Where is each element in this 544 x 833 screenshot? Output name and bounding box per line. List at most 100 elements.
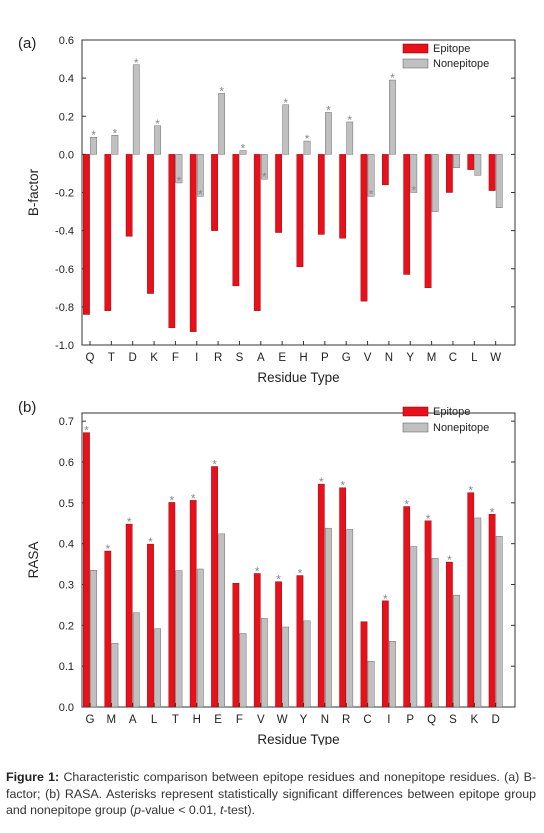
chart-panel-b: 0.0 0.1 0.2 0.3 0.4 0.5 0.6 0.7 G * M * A * L * T * H * E * F V… [18, 399, 516, 745]
significance-star: * [283, 96, 288, 110]
significance-star: * [105, 542, 110, 556]
bar-epitope-D [125, 154, 133, 237]
bar-epitope-K [467, 492, 475, 708]
bar-epitope-Q [424, 520, 432, 708]
significance-star: * [198, 187, 203, 201]
x-tick-label: I [195, 352, 198, 364]
x-tick-label: V [257, 714, 265, 726]
bar-epitope-T [104, 154, 112, 311]
x-tick-label: L [151, 714, 158, 726]
significance-star: * [490, 505, 495, 519]
bar-epitope-L [467, 154, 475, 170]
y-tick-label: -0.4 [55, 226, 74, 238]
bar-nonepitope-Y [410, 154, 418, 193]
bar-epitope-R [211, 154, 218, 231]
legend-swatch-epitope [402, 406, 429, 417]
bar-nonepitope-V [367, 154, 375, 197]
bar-nonepitope-I [196, 154, 204, 197]
bar-nonepitope-P [325, 112, 332, 155]
bar-nonepitope-R [218, 93, 226, 155]
bar-epitope-Y [296, 575, 304, 708]
caption-label: Figure 1: [6, 770, 60, 785]
bar-epitope-K [147, 154, 154, 294]
x-tick-label: N [321, 714, 329, 726]
x-tick-label: C [449, 352, 457, 364]
bar-epitope-I [382, 600, 389, 708]
y-tick-label: -1.0 [55, 340, 74, 352]
bar-nonepitope-R [346, 529, 354, 708]
bar-nonepitope-P [410, 546, 418, 708]
bar-nonepitope-W [495, 154, 503, 208]
significance-star: * [305, 132, 310, 146]
y-tick-label: 0.6 [59, 35, 74, 47]
bar-nonepitope-V [261, 618, 268, 708]
x-tick-label: Y [300, 714, 308, 726]
y-tick-label: -0.8 [55, 302, 74, 314]
bar-epitope-P [317, 154, 325, 235]
x-tick-label: E [214, 714, 222, 726]
legend-label-epitope: Epitope [433, 43, 470, 55]
x-tick-label: N [385, 352, 393, 364]
x-tick-label: M [427, 352, 437, 364]
legend-swatch-epitope [402, 43, 429, 54]
figure: -1.0 -0.8 -0.6 -0.4 -0.2 0.0 0.2 0.4 0.6 Q * T * D * K *… [18, 35, 516, 745]
x-tick-label: L [471, 352, 478, 364]
y-tick-label: 0.0 [59, 702, 74, 714]
significance-star: * [369, 187, 374, 201]
significance-star: * [319, 475, 324, 489]
figure-caption: Figure 1: Characteristic comparison betw… [6, 769, 536, 819]
bar-epitope-F [168, 154, 176, 329]
bar-epitope-Q [83, 154, 90, 315]
significance-star: * [127, 515, 132, 529]
significance-star: * [347, 113, 352, 127]
bar-epitope-V [253, 573, 261, 708]
x-tick-label: G [342, 352, 351, 364]
bar-nonepitope-F [239, 633, 247, 708]
significance-star: * [262, 170, 267, 184]
x-tick-label: P [406, 714, 414, 726]
bar-nonepitope-H [303, 140, 311, 155]
legend-label-nonepitope: Nonepitope [433, 422, 489, 434]
bar-epitope-W [275, 581, 282, 708]
x-tick-label: W [277, 714, 288, 726]
bar-nonepitope-L [474, 154, 482, 176]
bar-nonepitope-L [154, 628, 161, 708]
bar-epitope-Y [403, 154, 411, 275]
bar-epitope-A [125, 523, 133, 708]
significance-star: * [340, 479, 345, 493]
bar-epitope-I [189, 154, 197, 332]
bar-nonepitope-E [282, 104, 290, 155]
bar-epitope-W [488, 154, 496, 191]
x-tick-label: W [490, 352, 501, 364]
x-tick-label: Q [86, 352, 95, 364]
x-tick-label: S [236, 352, 244, 364]
x-tick-label: M [107, 714, 117, 726]
bar-nonepitope-Q [431, 558, 439, 708]
caption-t-italic: t [219, 803, 224, 818]
caption-p-rest: -value < 0.01, [141, 803, 220, 818]
bar-epitope-V [360, 154, 368, 302]
bar-nonepitope-S [239, 150, 247, 155]
y-tick-label: 0.2 [59, 111, 74, 123]
x-tick-label: C [363, 714, 371, 726]
x-tick-label: H [299, 352, 307, 364]
bar-nonepitope-F [175, 154, 183, 184]
bar-nonepitope-D [132, 64, 140, 155]
significance-star: * [411, 184, 416, 198]
x-tick-label: D [491, 714, 499, 726]
legend-swatch-nonepitope [402, 58, 429, 69]
bar-epitope-L [147, 543, 154, 708]
bar-nonepitope-M [431, 154, 439, 212]
significance-star: * [148, 535, 153, 549]
bar-nonepitope-Q [90, 137, 97, 155]
y-tick-label: 0.6 [59, 457, 74, 469]
bar-nonepitope-T [111, 135, 119, 155]
bar-nonepitope-H [196, 568, 204, 708]
bar-nonepitope-N [325, 527, 332, 708]
x-tick-label: T [172, 714, 179, 726]
significance-star: * [91, 128, 96, 142]
panel-label: (b) [18, 399, 36, 416]
significance-star: * [155, 117, 160, 131]
bar-epitope-S [232, 154, 240, 287]
caption-p-italic: p [134, 803, 142, 818]
